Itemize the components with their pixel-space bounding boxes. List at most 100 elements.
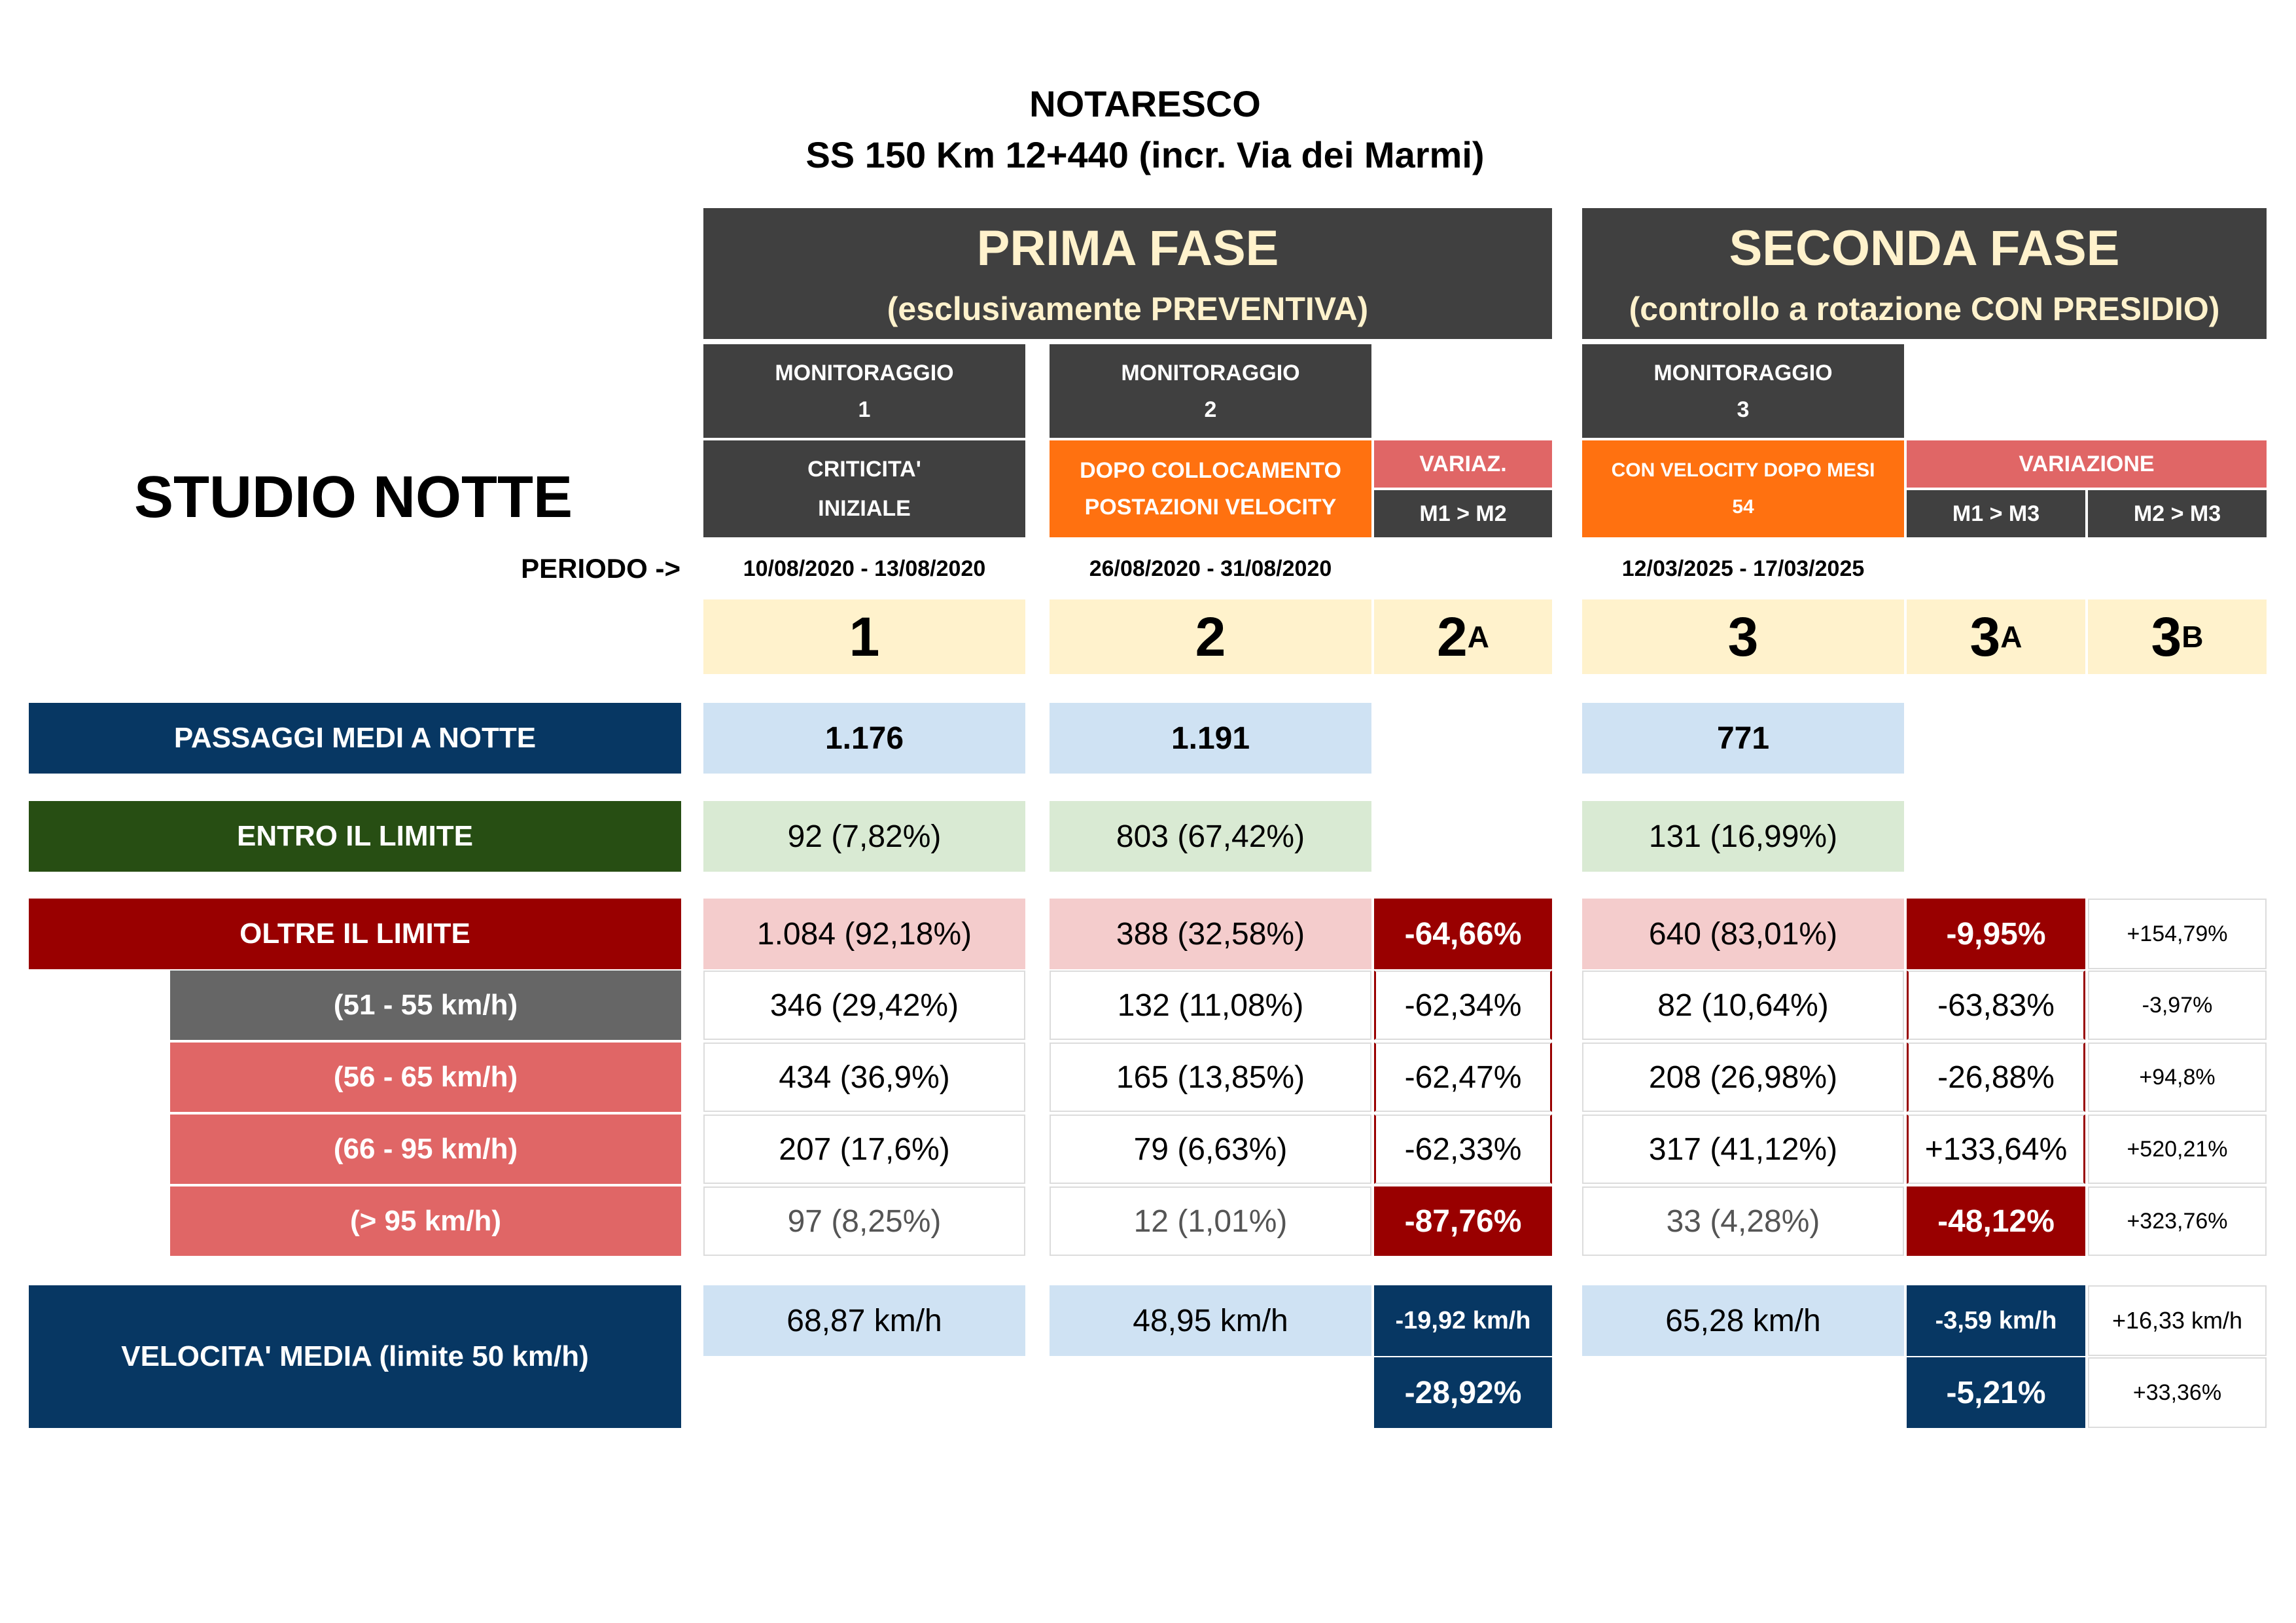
oltre-m2: 388 (32,58%) (1050, 899, 1371, 969)
r66-m3: 317 (41,12%) (1582, 1115, 1904, 1184)
r56-v3a: -26,88% (1907, 1043, 2085, 1112)
passaggi-m2: 1.191 (1050, 703, 1371, 774)
phase-second-subtitle: (controllo a rotazione CON PRESIDIO) (1629, 290, 2220, 327)
monitor-3-desc: CON VELOCITY DOPO MESI 54 (1582, 440, 1904, 537)
header-location: NOTARESCO (1029, 83, 1261, 124)
column-id-3a-sub: A (2000, 620, 2022, 654)
r95-m2: 12 (1,01%) (1050, 1186, 1371, 1256)
r66-v3a: +133,64% (1907, 1115, 2085, 1184)
column-id-2: 2 (1050, 599, 1371, 674)
row-label-over-95: (> 95 km/h) (170, 1186, 681, 1256)
variation-2a-title: VARIAZ. (1374, 440, 1552, 488)
entro-m2: 803 (67,42%) (1050, 801, 1371, 872)
row-label-56-65: (56 - 65 km/h) (170, 1043, 681, 1112)
oltre-m1: 1.084 (92,18%) (703, 899, 1025, 969)
monitor-2-desc: DOPO COLLOCAMENTO POSTAZIONI VELOCITY (1050, 440, 1371, 537)
row-label-51-55: (51 - 55 km/h) (170, 971, 681, 1040)
r51-v2a: -62,34% (1374, 971, 1552, 1040)
r95-v2a: -87,76% (1374, 1186, 1552, 1256)
r66-v2a: -62,33% (1374, 1115, 1552, 1184)
oltre-v3a: -9,95% (1907, 899, 2085, 969)
monitor-1-desc-line2: INIZIALE (818, 496, 911, 521)
column-id-3: 3 (1582, 599, 1904, 674)
passaggi-m1: 1.176 (703, 703, 1025, 774)
monitor-1-desc-line1: CRITICITA' (807, 457, 921, 482)
r95-m1: 97 (8,25%) (703, 1186, 1025, 1256)
r66-m2: 79 (6,63%) (1050, 1115, 1371, 1184)
phase-first-subtitle: (esclusivamente PREVENTIVA) (887, 290, 1369, 327)
entro-m1: 92 (7,82%) (703, 801, 1025, 872)
column-id-1: 1 (703, 599, 1025, 674)
row-label-velocita: VELOCITA' MEDIA (limite 50 km/h) (29, 1285, 681, 1428)
variation-3a-sub: M1 > M3 (1907, 490, 2085, 537)
r66-v3b: +520,21% (2088, 1115, 2267, 1184)
r56-m3: 208 (26,98%) (1582, 1043, 1904, 1112)
monitor-1-desc: CRITICITA' INIZIALE (703, 440, 1025, 537)
monitor-2-header: MONITORAGGIO 2 (1050, 344, 1371, 438)
monitor-2-desc-line1: DOPO COLLOCAMENTO (1080, 458, 1341, 483)
r95-m3: 33 (4,28%) (1582, 1186, 1904, 1256)
monitor-3-title: MONITORAGGIO (1653, 360, 1833, 385)
variation-2a-sub: M1 > M2 (1374, 490, 1552, 537)
r56-m2: 165 (13,85%) (1050, 1043, 1371, 1112)
velocita-v2a-kmh: -19,92 km/h (1374, 1285, 1552, 1356)
phase-second-title: SECONDA FASE (1729, 220, 2120, 276)
page-header: NOTARESCO SS 150 Km 12+440 (incr. Via de… (654, 77, 1636, 182)
column-id-2a-sub: A (1467, 620, 1489, 654)
velocita-v3b-kmh: +16,33 km/h (2088, 1285, 2267, 1356)
monitor-2-period: 26/08/2020 - 31/08/2020 (1089, 556, 1332, 581)
monitor-2-desc-line2: POSTAZIONI VELOCITY (1084, 495, 1337, 520)
monitor-3-header: MONITORAGGIO 3 (1582, 344, 1904, 438)
r51-v3b: -3,97% (2088, 971, 2267, 1040)
velocita-m2: 48,95 km/h (1050, 1285, 1371, 1356)
passaggi-m3: 771 (1582, 703, 1904, 774)
velocita-v3a-pct: -5,21% (1907, 1357, 2085, 1428)
velocita-v3b-pct: +33,36% (2088, 1357, 2267, 1428)
row-label-passaggi: PASSAGGI MEDI A NOTTE (29, 703, 681, 774)
r66-m1: 207 (17,6%) (703, 1115, 1025, 1184)
r56-m1: 434 (36,9%) (703, 1043, 1025, 1112)
monitor-1-title: MONITORAGGIO (775, 360, 954, 385)
r51-m1: 346 (29,42%) (703, 971, 1025, 1040)
r56-v3b: +94,8% (2088, 1043, 2267, 1112)
monitor-1-number: 1 (858, 397, 871, 422)
header-road: SS 150 Km 12+440 (incr. Via dei Marmi) (805, 134, 1485, 175)
column-id-2a-main: 2 (1437, 605, 1468, 668)
entro-m3: 131 (16,99%) (1582, 801, 1904, 872)
study-title: STUDIO NOTTE (134, 464, 573, 530)
phase-first-header: PRIMA FASE (esclusivamente PREVENTIVA) (703, 208, 1552, 339)
variation-3-title: VARIAZIONE (1907, 440, 2267, 488)
r51-v3a: -63,83% (1907, 971, 2085, 1040)
phase-second-header: SECONDA FASE (controllo a rotazione CON … (1582, 208, 2267, 339)
r95-v3b: +323,76% (2088, 1186, 2267, 1256)
oltre-m3: 640 (83,01%) (1582, 899, 1904, 969)
oltre-v3b: +154,79% (2088, 899, 2267, 969)
column-id-3b-main: 3 (2151, 605, 2182, 668)
monitor-1-period: 10/08/2020 - 13/08/2020 (743, 556, 986, 581)
oltre-v2a: -64,66% (1374, 899, 1552, 969)
r51-m2: 132 (11,08%) (1050, 971, 1371, 1040)
monitor-3-number: 3 (1737, 397, 1750, 422)
monitor-3-desc-line1: CON VELOCITY DOPO MESI (1611, 459, 1875, 481)
velocita-m1: 68,87 km/h (703, 1285, 1025, 1356)
monitor-2-title: MONITORAGGIO (1121, 360, 1300, 385)
column-id-3b-sub: B (2181, 620, 2204, 654)
velocita-v2a-pct: -28,92% (1374, 1357, 1552, 1428)
velocita-m3: 65,28 km/h (1582, 1285, 1904, 1356)
period-label: PERIODO -> (521, 553, 680, 584)
monitor-3-desc-line2: 54 (1732, 496, 1754, 518)
r56-v2a: -62,47% (1374, 1043, 1552, 1112)
variation-3b-sub: M2 > M3 (2088, 490, 2267, 537)
row-label-66-95: (66 - 95 km/h) (170, 1115, 681, 1184)
velocita-v3a-kmh: -3,59 km/h (1907, 1285, 2085, 1356)
column-id-3a-main: 3 (1969, 605, 2001, 668)
r51-m3: 82 (10,64%) (1582, 971, 1904, 1040)
r95-v3a: -48,12% (1907, 1186, 2085, 1256)
monitor-3-period: 12/03/2025 - 17/03/2025 (1621, 556, 1865, 581)
monitor-1-header: MONITORAGGIO 1 (703, 344, 1025, 438)
phase-first-title: PRIMA FASE (976, 220, 1279, 276)
row-label-oltre: OLTRE IL LIMITE (29, 899, 681, 969)
